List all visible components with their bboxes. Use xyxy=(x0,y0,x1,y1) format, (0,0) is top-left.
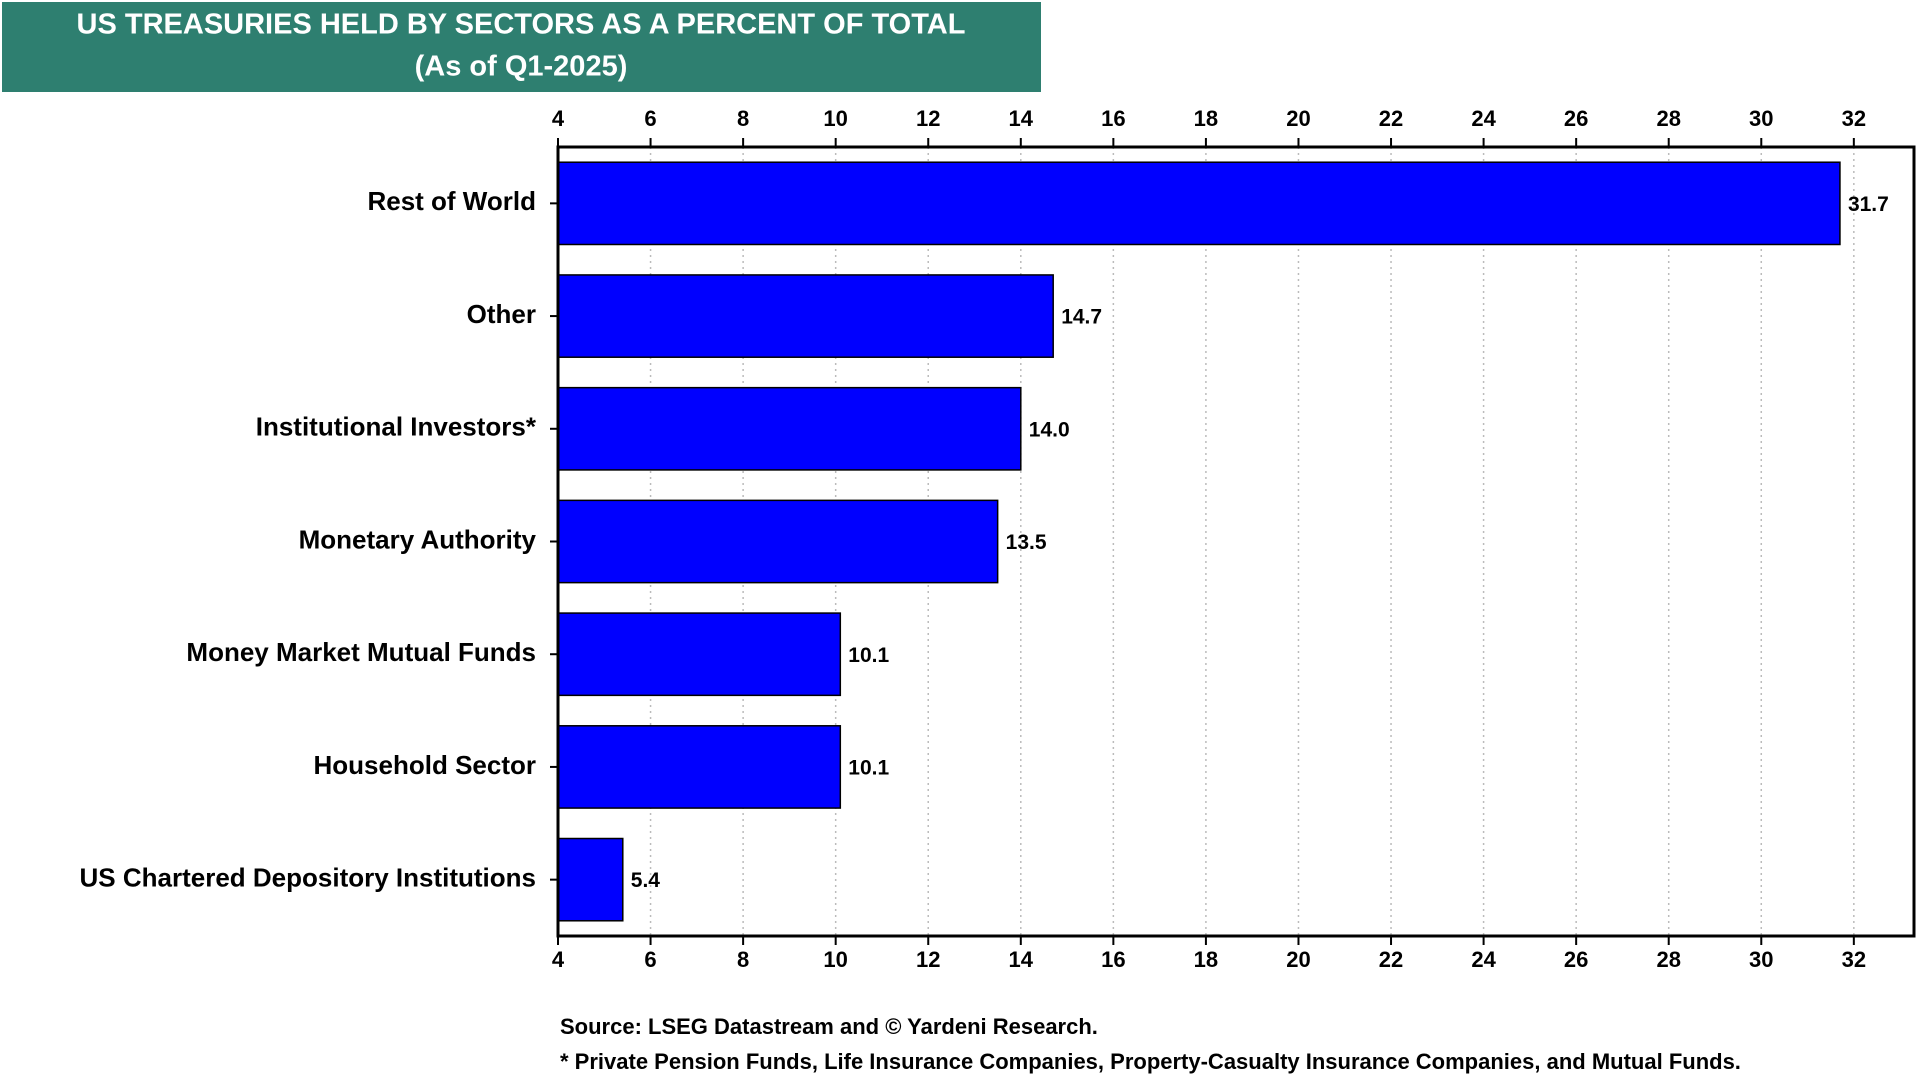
bar xyxy=(557,161,1841,246)
bar xyxy=(557,499,999,584)
x-tick-label: 20 xyxy=(1286,947,1310,972)
x-tick-label: 16 xyxy=(1101,106,1125,131)
x-tick-label: 26 xyxy=(1564,947,1588,972)
x-tick-label: 12 xyxy=(916,106,940,131)
y-tick-label: Rest of World xyxy=(367,186,536,216)
value-label: 10.1 xyxy=(848,644,889,667)
x-tick-label: 4 xyxy=(552,106,565,131)
x-tick-label: 26 xyxy=(1564,106,1588,131)
bar xyxy=(557,837,624,922)
x-tick-label: 28 xyxy=(1656,106,1680,131)
x-tick-label: 22 xyxy=(1379,106,1403,131)
x-tick-label: 30 xyxy=(1749,106,1773,131)
y-tick-label: Other xyxy=(467,299,536,329)
value-label: 13.5 xyxy=(1006,531,1047,554)
value-label: 14.0 xyxy=(1029,418,1070,441)
x-tick-label: 12 xyxy=(916,947,940,972)
value-label: 14.7 xyxy=(1061,306,1102,329)
x-tick-label: 8 xyxy=(737,947,749,972)
x-tick-label: 24 xyxy=(1471,947,1496,972)
source-note: Source: LSEG Datastream and © Yardeni Re… xyxy=(560,1014,1098,1039)
x-tick-label: 18 xyxy=(1194,106,1218,131)
x-tick-label: 18 xyxy=(1194,947,1218,972)
x-tick-label: 14 xyxy=(1009,106,1034,131)
y-tick-label: Institutional Investors* xyxy=(256,412,537,442)
x-tick-label: 10 xyxy=(823,106,847,131)
x-tick-label: 8 xyxy=(737,106,749,131)
x-tick-label: 10 xyxy=(823,947,847,972)
x-tick-label: 22 xyxy=(1379,947,1403,972)
plot-frame xyxy=(556,145,1916,938)
x-tick-label: 16 xyxy=(1101,947,1125,972)
y-tick-label: US Chartered Depository Institutions xyxy=(80,863,537,893)
x-tick-label: 24 xyxy=(1471,106,1496,131)
x-tick-label: 30 xyxy=(1749,947,1773,972)
y-tick-label: Money Market Mutual Funds xyxy=(186,637,536,667)
value-label: 31.7 xyxy=(1848,193,1889,216)
value-label: 10.1 xyxy=(848,756,889,779)
y-tick-label: Household Sector xyxy=(314,750,536,780)
value-label: 5.4 xyxy=(631,869,661,892)
x-tick-label: 14 xyxy=(1009,947,1034,972)
x-tick-label: 4 xyxy=(552,947,565,972)
footnote: * Private Pension Funds, Life Insurance … xyxy=(560,1049,1741,1074)
x-tick-label: 6 xyxy=(644,947,656,972)
bar xyxy=(557,386,1022,471)
y-tick-label: Monetary Authority xyxy=(299,524,537,554)
chart-subtitle: (As of Q1-2025) xyxy=(415,51,628,83)
x-tick-label: 28 xyxy=(1656,947,1680,972)
title-box xyxy=(2,2,1041,92)
x-tick-label: 6 xyxy=(644,106,656,131)
x-tick-label: 32 xyxy=(1842,106,1866,131)
x-tick-label: 20 xyxy=(1286,106,1310,131)
chart-title: US TREASURIES HELD BY SECTORS AS A PERCE… xyxy=(77,9,966,41)
bar xyxy=(557,612,842,697)
x-tick-label: 32 xyxy=(1842,947,1866,972)
bar xyxy=(557,274,1054,358)
bar xyxy=(557,725,842,809)
